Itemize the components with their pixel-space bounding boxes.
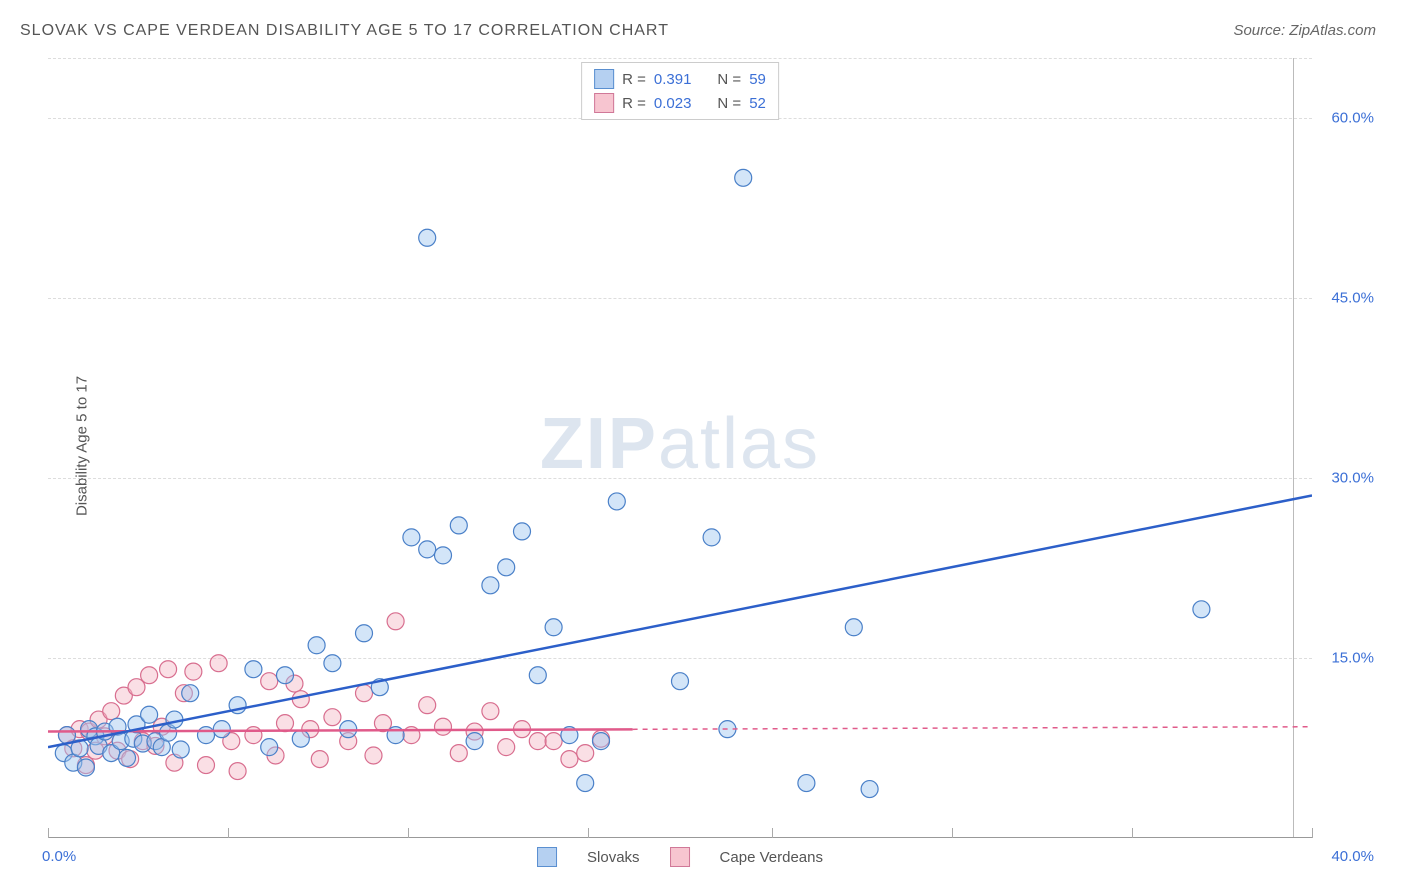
y-tick-label: 60.0% [1331, 110, 1374, 127]
data-point [103, 703, 120, 720]
legend-row-b: R = 0.023 N = 52 [594, 91, 766, 115]
data-point [308, 637, 325, 654]
data-point [450, 517, 467, 534]
data-point [735, 169, 752, 186]
data-point [861, 781, 878, 798]
y-tick-label: 15.0% [1331, 650, 1374, 667]
data-point [210, 655, 227, 672]
data-point [277, 667, 294, 684]
correlation-legend: R = 0.391 N = 59 R = 0.023 N = 52 [581, 62, 779, 120]
data-point [514, 523, 531, 540]
data-point [419, 541, 436, 558]
data-point [482, 577, 499, 594]
legend-r-a: 0.391 [654, 71, 692, 88]
x-max-label: 40.0% [1331, 848, 1374, 865]
data-point [324, 709, 341, 726]
data-point [1193, 601, 1210, 618]
trend-line [48, 495, 1312, 747]
data-point [482, 703, 499, 720]
data-point [419, 229, 436, 246]
data-point [435, 718, 452, 735]
chart-container: SLOVAK VS CAPE VERDEAN DISABILITY AGE 5 … [0, 0, 1406, 892]
data-point [245, 661, 262, 678]
chart-title: SLOVAK VS CAPE VERDEAN DISABILITY AGE 5 … [20, 22, 669, 40]
data-point [245, 727, 262, 744]
legend-n-a: 59 [749, 71, 766, 88]
data-point [261, 673, 278, 690]
data-point [577, 745, 594, 762]
data-point [545, 733, 562, 750]
data-point [141, 667, 158, 684]
y-tick-label: 30.0% [1331, 470, 1374, 487]
data-point [356, 625, 373, 642]
data-point [172, 741, 189, 758]
x-origin-label: 0.0% [42, 848, 76, 865]
data-point [608, 493, 625, 510]
data-point [529, 667, 546, 684]
data-point [387, 613, 404, 630]
data-point [119, 749, 136, 766]
data-point [311, 751, 328, 768]
legend-swatch-pink [594, 93, 614, 113]
bottom-swatch-blue [537, 847, 557, 867]
data-point [261, 739, 278, 756]
data-point [198, 757, 215, 774]
legend-r-prefix-b: R = [622, 95, 646, 112]
plot-area: ZIPatlas R = 0.391 N = 59 R = 0.023 N = … [48, 58, 1312, 838]
source-label: Source: ZipAtlas.com [1233, 22, 1376, 39]
data-point [577, 775, 594, 792]
data-point [561, 751, 578, 768]
legend-row-a: R = 0.391 N = 59 [594, 67, 766, 91]
data-point [356, 685, 373, 702]
data-point [277, 715, 294, 732]
data-point [845, 619, 862, 636]
data-point [435, 547, 452, 564]
data-point [292, 730, 309, 747]
data-point [229, 763, 246, 780]
legend-n-prefix-b: N = [717, 95, 741, 112]
bottom-label-a: Slovaks [587, 849, 640, 866]
data-point [703, 529, 720, 546]
data-point [213, 721, 230, 738]
bottom-label-b: Cape Verdeans [720, 849, 823, 866]
data-point [798, 775, 815, 792]
legend-swatch-blue [594, 69, 614, 89]
data-point [182, 685, 199, 702]
data-point [419, 697, 436, 714]
data-point [529, 733, 546, 750]
data-point [185, 663, 202, 680]
bottom-swatch-pink [670, 847, 690, 867]
data-point [498, 559, 515, 576]
data-point [141, 706, 158, 723]
data-point [324, 655, 341, 672]
data-point [365, 747, 382, 764]
data-point [160, 661, 177, 678]
data-point [450, 745, 467, 762]
data-point [545, 619, 562, 636]
y-tick-label: 45.0% [1331, 290, 1374, 307]
data-point [466, 733, 483, 750]
legend-n-prefix-a: N = [717, 71, 741, 88]
data-point [77, 759, 94, 776]
data-point [198, 727, 215, 744]
x-tick [1312, 828, 1313, 838]
legend-r-b: 0.023 [654, 95, 692, 112]
data-point [403, 529, 420, 546]
legend-r-prefix-a: R = [622, 71, 646, 88]
plot-svg [48, 58, 1312, 837]
data-point [593, 733, 610, 750]
data-point [498, 739, 515, 756]
series-legend: Slovaks Cape Verdeans [537, 847, 823, 867]
data-point [672, 673, 689, 690]
legend-n-b: 52 [749, 95, 766, 112]
